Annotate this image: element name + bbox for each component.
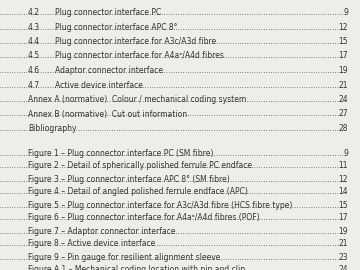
Text: ................................................................................: ........................................… (0, 227, 346, 235)
Text: 14: 14 (338, 187, 348, 197)
Text: ................................................................................: ........................................… (0, 95, 346, 104)
Text: ................................................................................: ........................................… (0, 161, 346, 170)
Text: 4.4: 4.4 (28, 37, 40, 46)
Text: 12: 12 (338, 174, 348, 184)
Text: ................................................................................: ........................................… (0, 148, 346, 157)
Text: ................................................................................: ........................................… (0, 66, 346, 75)
Text: 4.5: 4.5 (28, 52, 40, 60)
Text: 4.7: 4.7 (28, 80, 40, 89)
Text: Plug connector interface APC 8°: Plug connector interface APC 8° (55, 22, 177, 32)
Text: 24: 24 (338, 265, 348, 270)
Text: 23: 23 (338, 252, 348, 262)
Text: Figure 6 – Plug connector interface for A4aᵃ/A4d fibres (POF): Figure 6 – Plug connector interface for … (28, 214, 260, 222)
Text: 4.2: 4.2 (28, 8, 40, 17)
Text: 15: 15 (338, 37, 348, 46)
Text: ................................................................................: ........................................… (0, 187, 346, 197)
Text: Figure 8 – Active device interface: Figure 8 – Active device interface (28, 239, 155, 248)
Text: Figure 3 – Plug connector interface APC 8° (SM fibre): Figure 3 – Plug connector interface APC … (28, 174, 230, 184)
Text: Adaptor connector interface: Adaptor connector interface (55, 66, 163, 75)
Text: ................................................................................: ........................................… (0, 110, 346, 119)
Text: 9: 9 (343, 148, 348, 157)
Text: 9: 9 (343, 8, 348, 17)
Text: 4.6: 4.6 (28, 66, 40, 75)
Text: 11: 11 (338, 161, 348, 170)
Text: 17: 17 (338, 214, 348, 222)
Text: Figure 2 – Detail of spherically polished ferrule PC endface: Figure 2 – Detail of spherically polishe… (28, 161, 252, 170)
Text: Plug connector interface for A3c/A3d fibre: Plug connector interface for A3c/A3d fib… (55, 37, 216, 46)
Text: Figure 4 – Detail of angled polished ferrule endface (APC): Figure 4 – Detail of angled polished fer… (28, 187, 248, 197)
Text: Bibliography: Bibliography (28, 124, 76, 133)
Text: 27: 27 (338, 110, 348, 119)
Text: 4.3: 4.3 (28, 22, 40, 32)
Text: 12: 12 (338, 22, 348, 32)
Text: ................................................................................: ........................................… (0, 8, 346, 17)
Text: ................................................................................: ........................................… (0, 201, 346, 210)
Text: ................................................................................: ........................................… (0, 22, 346, 32)
Text: 17: 17 (338, 52, 348, 60)
Text: 15: 15 (338, 201, 348, 210)
Text: ................................................................................: ........................................… (0, 214, 346, 222)
Text: Figure 1 – Plug connector interface PC (SM fibre): Figure 1 – Plug connector interface PC (… (28, 148, 213, 157)
Text: Figure 7 – Adaptor connector interface: Figure 7 – Adaptor connector interface (28, 227, 176, 235)
Text: Figure 9 – Pin gauge for resilient alignment sleeve: Figure 9 – Pin gauge for resilient align… (28, 252, 220, 262)
Text: 21: 21 (338, 80, 348, 89)
Text: Plug connector interface for A4aᵃ/A4d fibres: Plug connector interface for A4aᵃ/A4d fi… (55, 52, 224, 60)
Text: Annex B (normative)  Cut out information: Annex B (normative) Cut out information (28, 110, 187, 119)
Text: ................................................................................: ........................................… (0, 265, 346, 270)
Text: ................................................................................: ........................................… (0, 52, 346, 60)
Text: Plug connector interface PC: Plug connector interface PC (55, 8, 161, 17)
Text: 24: 24 (338, 95, 348, 104)
Text: ................................................................................: ........................................… (0, 239, 346, 248)
Text: 21: 21 (338, 239, 348, 248)
Text: ................................................................................: ........................................… (0, 124, 346, 133)
Text: Figure A.1 – Mechanical coding location with pin and clip: Figure A.1 – Mechanical coding location … (28, 265, 245, 270)
Text: 19: 19 (338, 66, 348, 75)
Text: ................................................................................: ........................................… (0, 37, 346, 46)
Text: 28: 28 (338, 124, 348, 133)
Text: ................................................................................: ........................................… (0, 252, 346, 262)
Text: Figure 5 – Plug connector interface for A3c/A3d fibre (HCS fibre type): Figure 5 – Plug connector interface for … (28, 201, 292, 210)
Text: ................................................................................: ........................................… (0, 174, 346, 184)
Text: ................................................................................: ........................................… (0, 80, 346, 89)
Text: Annex A (normative)  Colour / mechanical coding system: Annex A (normative) Colour / mechanical … (28, 95, 246, 104)
Text: Active device interface: Active device interface (55, 80, 143, 89)
Text: 19: 19 (338, 227, 348, 235)
